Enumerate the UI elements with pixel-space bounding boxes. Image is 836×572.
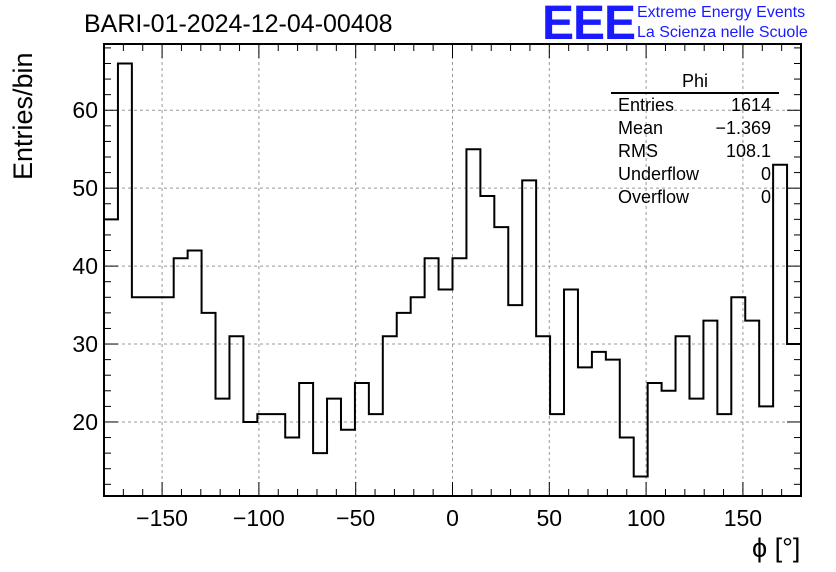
x-tick-label: −50 <box>336 505 375 531</box>
x-tick-label: 0 <box>446 505 459 531</box>
y-tick-label: 20 <box>72 409 98 435</box>
y-tick-label: 50 <box>72 175 98 201</box>
stats-row-underflow: Underflow 0 <box>611 163 779 186</box>
logo-line-2: La Scienza nelle Scuole <box>637 24 808 41</box>
y-axis-label: Entries/bin <box>8 52 38 180</box>
stats-value: 108.1 <box>725 141 771 161</box>
stats-row-mean: Mean −1.369 <box>611 117 779 140</box>
stats-label: Underflow <box>618 164 700 184</box>
logo-line-1: Extreme Energy Events <box>637 4 806 21</box>
stats-value: 0 <box>760 187 771 207</box>
x-tick-label: 50 <box>537 505 563 531</box>
stats-row-rms: RMS 108.1 <box>611 140 779 163</box>
x-tick-label: 150 <box>724 505 762 531</box>
stats-value: 1614 <box>730 95 771 115</box>
histogram-series <box>104 62 801 478</box>
x-axis-label: ϕ [°] <box>752 533 801 563</box>
eee-logo: EEE <box>542 0 636 50</box>
x-tick-label: −100 <box>233 505 285 531</box>
x-tick-label: −150 <box>136 505 188 531</box>
y-tick-label: 40 <box>72 253 98 279</box>
stats-label: Mean <box>618 118 664 138</box>
stats-label: Entries <box>618 95 675 115</box>
stats-row-entries: Entries 1614 <box>611 94 779 117</box>
stats-value: 0 <box>760 164 771 184</box>
y-tick-label: 60 <box>72 97 98 123</box>
stats-value: −1.369 <box>715 118 771 138</box>
stats-label: RMS <box>618 141 658 161</box>
x-tick-label: 100 <box>627 505 665 531</box>
chart-title: BARI-01-2024-12-04-00408 <box>84 10 393 38</box>
stats-box: Phi Entries 1614 Mean −1.369 RMS 108.1 U… <box>611 70 779 209</box>
y-tick-label: 30 <box>72 331 98 357</box>
stats-title: Phi <box>611 70 779 94</box>
stats-label: Overflow <box>618 187 690 207</box>
stats-row-overflow: Overflow 0 <box>611 186 779 209</box>
